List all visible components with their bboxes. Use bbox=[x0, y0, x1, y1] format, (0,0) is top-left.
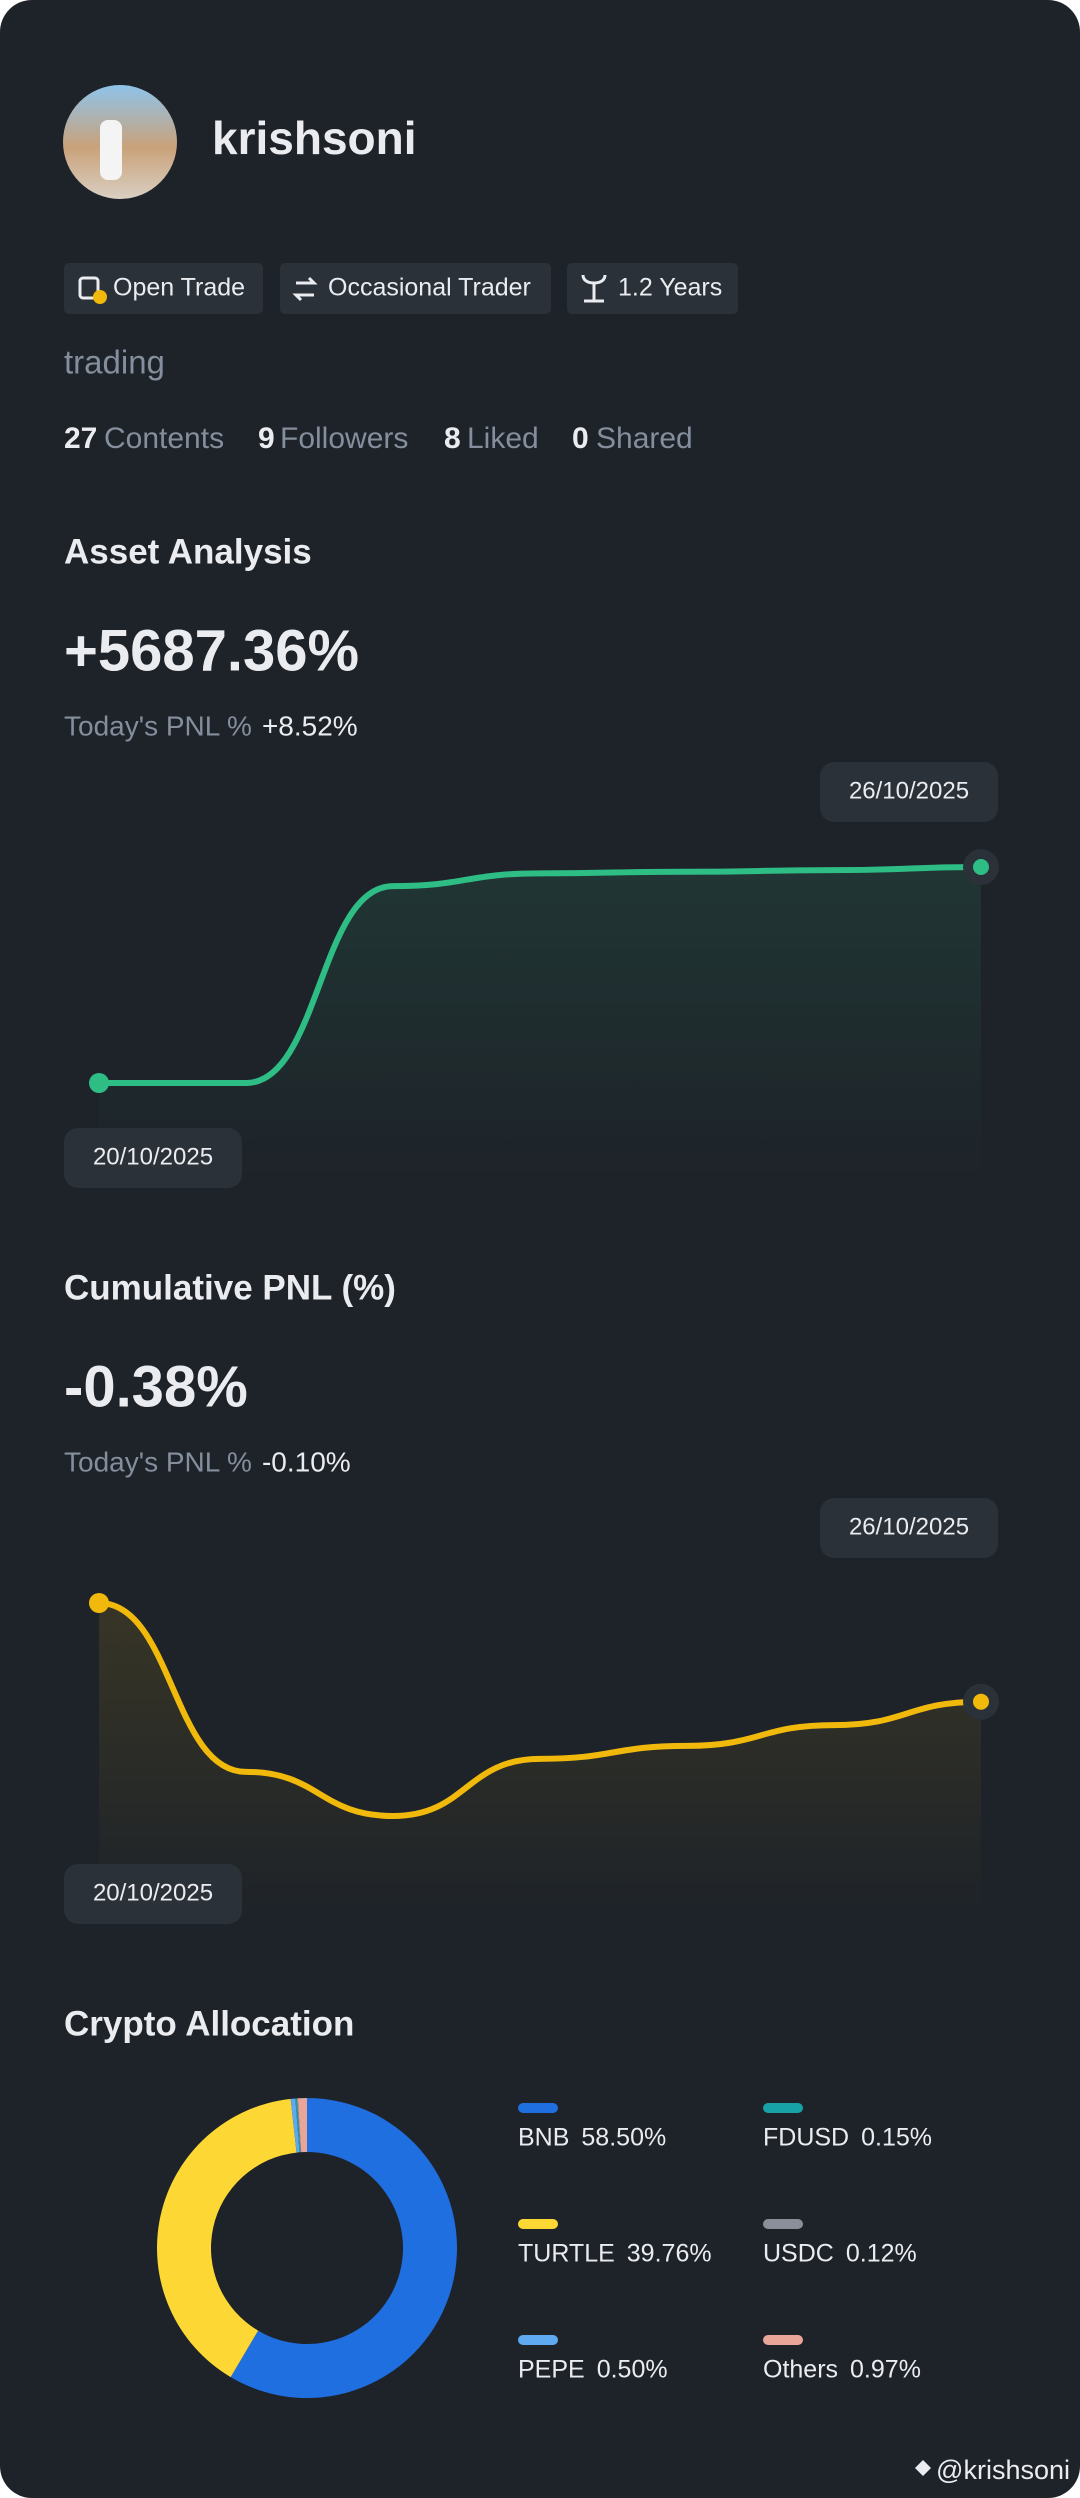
legend-name: FDUSD bbox=[763, 2124, 849, 2152]
line bbox=[96, 1600, 984, 1820]
date-pill bbox=[64, 1864, 242, 1924]
stat-value: 27 bbox=[64, 422, 97, 455]
avatar-figure bbox=[100, 120, 122, 180]
legend-name: TURTLE bbox=[518, 2240, 615, 2268]
stat-value: 8 bbox=[444, 422, 461, 455]
start-dot bbox=[89, 1593, 109, 1613]
tag-label: Open Trade bbox=[113, 274, 245, 302]
legend-swatch bbox=[518, 2103, 558, 2113]
stat-label: Shared bbox=[596, 422, 693, 455]
tag-label: Occasional Trader bbox=[328, 274, 531, 302]
pnl-value: +8.52% bbox=[262, 710, 358, 741]
stat-label: Liked bbox=[467, 422, 539, 455]
section-title: Crypto Allocation bbox=[64, 2004, 354, 2043]
donut-slice bbox=[297, 2098, 307, 2153]
tag-label: 1.2 Years bbox=[618, 274, 722, 302]
tag-box bbox=[567, 263, 738, 314]
stat-label: Followers bbox=[280, 422, 408, 455]
legend-value: 0.12% bbox=[846, 2240, 917, 2268]
line-area bbox=[99, 867, 981, 1179]
date-pill bbox=[820, 1498, 998, 1558]
headline-value: +5687.36% bbox=[64, 618, 359, 683]
legend-swatch bbox=[763, 2103, 803, 2113]
donut-slice bbox=[296, 2098, 302, 2153]
legend-name: Others bbox=[763, 2356, 838, 2384]
footer-logo bbox=[915, 2460, 931, 2476]
legend-swatch bbox=[518, 2335, 558, 2345]
tag-icon bbox=[78, 276, 100, 300]
pnl-label: Today's PNL % bbox=[64, 1446, 252, 1477]
date-pill bbox=[64, 1128, 242, 1188]
username: krishsoni bbox=[212, 112, 417, 164]
headline-value: -0.38% bbox=[64, 1354, 248, 1419]
stat-label: Contents bbox=[104, 422, 224, 455]
stats: 27 Contents 9 Followers 8 Liked 0 Shared bbox=[64, 422, 693, 455]
tag-box bbox=[64, 263, 263, 314]
end-dot bbox=[973, 859, 989, 875]
legend-value: 0.97% bbox=[850, 2356, 921, 2384]
tag-icon-badge bbox=[93, 290, 107, 304]
legend-value: 39.76% bbox=[627, 2240, 712, 2268]
legend-value: 0.15% bbox=[861, 2124, 932, 2152]
tags: Open Trade Occasional Trader 1.2 Years bbox=[64, 263, 738, 314]
footer: @krishsoni bbox=[915, 2455, 1070, 2485]
line bbox=[96, 864, 984, 1087]
legend-swatch bbox=[763, 2335, 803, 2345]
date-label: 26/10/2025 bbox=[849, 777, 969, 804]
section-title: Asset Analysis bbox=[64, 532, 312, 571]
tag-icon bbox=[581, 274, 607, 303]
legend-swatch bbox=[518, 2219, 558, 2229]
end-dot bbox=[973, 1693, 989, 1710]
line-area bbox=[99, 1603, 981, 1912]
stat-value: 0 bbox=[572, 422, 589, 455]
tag-box bbox=[280, 263, 551, 314]
legend-value: 58.50% bbox=[581, 2124, 666, 2152]
donut-slice bbox=[290, 2098, 300, 2153]
donut-slice bbox=[156, 2098, 297, 2378]
legend-name: USDC bbox=[763, 2240, 834, 2268]
start-dot bbox=[89, 1073, 109, 1093]
legend-value: 0.50% bbox=[597, 2356, 668, 2384]
date-label: 20/10/2025 bbox=[93, 1143, 213, 1170]
pnl-value: -0.10% bbox=[262, 1446, 351, 1477]
date-label: 26/10/2025 bbox=[849, 1513, 969, 1540]
date-label: 20/10/2025 bbox=[93, 1879, 213, 1906]
legend-name: PEPE bbox=[518, 2356, 585, 2384]
legend-name: BNB bbox=[518, 2124, 569, 2152]
donut-slice bbox=[295, 2098, 301, 2153]
bio: trading bbox=[64, 344, 165, 381]
donut-slice bbox=[230, 2098, 457, 2398]
stat-value: 9 bbox=[258, 422, 275, 455]
tag-icon bbox=[292, 276, 318, 302]
section-title: Cumulative PNL (%) bbox=[64, 1268, 396, 1307]
date-pill bbox=[820, 762, 998, 822]
footer-handle: @krishsoni bbox=[936, 2455, 1070, 2485]
legend-swatch bbox=[763, 2219, 803, 2229]
pnl-label: Today's PNL % bbox=[64, 710, 252, 741]
